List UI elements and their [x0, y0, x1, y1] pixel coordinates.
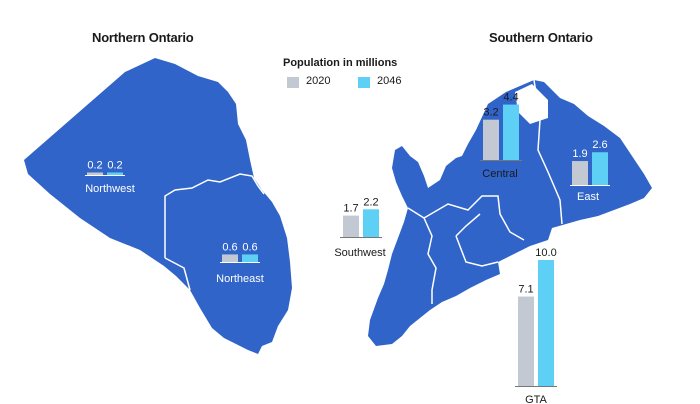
legend-swatch-2020 [287, 77, 299, 88]
central-bar-2046 [503, 104, 519, 160]
east-value-2046: 2.6 [592, 139, 607, 151]
northeast-value-2020: 0.6 [222, 241, 237, 253]
legend-label-2020: 2020 [306, 75, 331, 87]
legend-label-2046: 2046 [377, 75, 402, 87]
gta-region-label: GTA [525, 394, 547, 404]
northeast-bar-2046 [242, 254, 258, 262]
east-bar-2020 [572, 161, 588, 185]
northwest-value-2020: 0.2 [87, 159, 102, 171]
gta-bar-2046 [538, 260, 554, 386]
northwest-bar-2020 [87, 172, 103, 175]
northwest-region-label: Northwest [85, 183, 135, 195]
northern-ontario-land [24, 58, 292, 354]
legend-swatch-2046 [358, 77, 370, 88]
southern-ontario-title: Southern Ontario [489, 30, 593, 45]
population-bars: 0.2 0.2 Northwest 0.6 0.6 Northeast 1.7 2.2 Sout… [85, 92, 610, 404]
gta-bar-2020 [518, 296, 534, 386]
northeast-value-2046: 0.6 [242, 241, 257, 253]
northeast-region-label: Northeast [216, 273, 264, 285]
gta-value-2020: 7.1 [518, 284, 533, 296]
northeast-bar-2020 [222, 254, 238, 262]
central-bar-2020 [483, 119, 499, 160]
southern-ontario-land [368, 80, 652, 346]
southwest-value-2020: 1.7 [343, 203, 358, 215]
northwest-bar-2046 [107, 172, 123, 175]
southwest-bar-2020 [343, 215, 359, 237]
east-region-label: East [577, 191, 599, 203]
northern-ontario-title: Northern Ontario [92, 30, 194, 45]
legend-title: Population in millions [283, 57, 398, 69]
southwest-region-label: Southwest [334, 247, 385, 259]
northwest-northeast-border [164, 173, 265, 258]
central-value-2020: 3.2 [483, 107, 498, 119]
east-bar-2046 [592, 152, 608, 185]
central-value-2046: 4.4 [503, 92, 518, 104]
central-region-label: Central [482, 168, 517, 180]
southwest-value-2046: 2.2 [363, 196, 378, 208]
east-value-2020: 1.9 [572, 148, 587, 160]
southwest-bar-2046 [363, 209, 379, 237]
northwest-value-2046: 0.2 [107, 159, 122, 171]
gta-value-2046: 10.0 [535, 247, 556, 259]
